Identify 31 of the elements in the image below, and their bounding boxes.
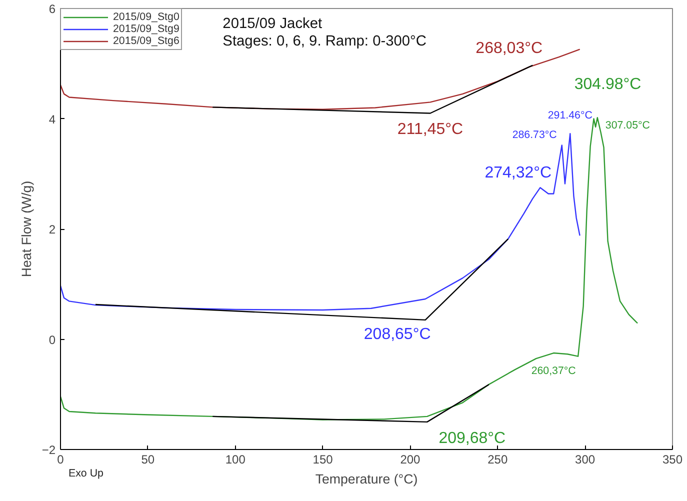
annotation: 268,03°C (476, 40, 543, 57)
x-axis-title: Temperature (°C) (315, 472, 418, 486)
x-tick-label: 100 (225, 452, 246, 466)
annotation: 291.46°C (548, 110, 593, 122)
x-tick-label: 50 (141, 452, 155, 466)
legend-label: 2015/09_Stg9 (113, 23, 180, 35)
x-tick-label: 300 (575, 452, 596, 466)
annotation: 209,68°C (438, 430, 506, 447)
x-tick-label: 150 (312, 452, 334, 466)
text: Exo Up (68, 468, 104, 480)
legend-label: 2015/09_Stg6 (113, 35, 180, 47)
y-tick-label: 2 (48, 222, 56, 236)
y-tick-label: 0 (48, 332, 56, 347)
annotation: 286.73°C (512, 129, 558, 142)
annotation: 260,37°C (531, 365, 576, 378)
annotation: 307.05°C (605, 120, 650, 132)
y-axis-title: Heat Flow (W/g) (18, 180, 34, 278)
text: Stages: 0, 6, 9. Ramp: 0-300°C (222, 34, 427, 50)
annotation: 211,45°C (397, 121, 464, 138)
text: 2015/09 Jacket (222, 16, 322, 32)
y-tick-label: 4 (48, 112, 56, 126)
x-tick-label: 200 (400, 452, 421, 466)
y-tick-label: 6 (48, 2, 56, 16)
annotation: 208,65°C (364, 326, 431, 343)
annotation: 274,32°C (484, 164, 552, 182)
x-tick-label: 350 (662, 452, 683, 466)
legend-label: 2015/09_Stg0 (113, 11, 180, 23)
annotation: 304.98°C (574, 76, 642, 93)
y-tick-label: −2 (42, 443, 56, 457)
x-tick-label: 250 (488, 452, 508, 466)
x-tick-label: 0 (57, 452, 64, 466)
